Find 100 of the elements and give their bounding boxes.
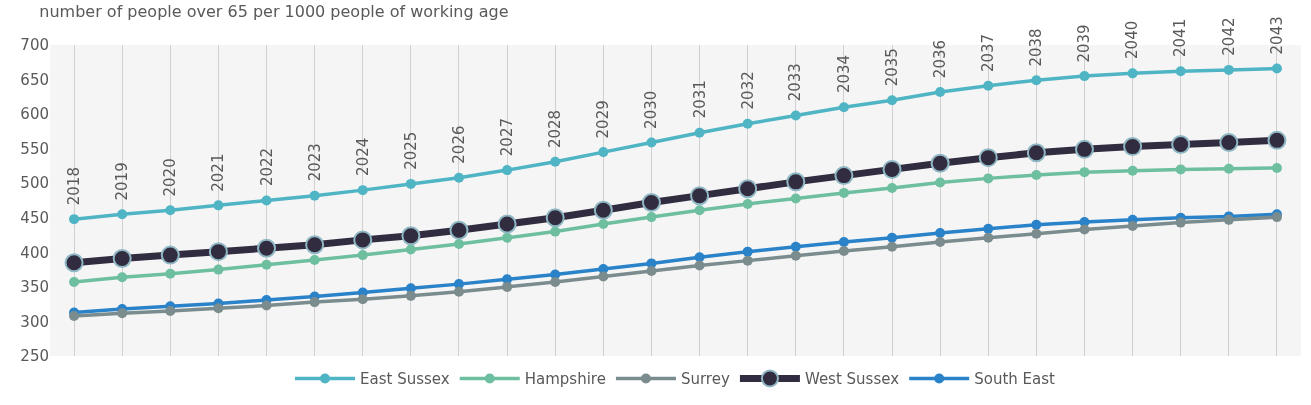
point (545, 208, 565, 228)
chart-title: number of people over 65 per 1000 people of working age (39, 2, 509, 22)
x-tick-label: 2031 (690, 80, 709, 119)
legend-label: East Sussex (360, 370, 450, 389)
x-tick-label: 2030 (641, 90, 660, 129)
point (357, 250, 368, 261)
legend-label: Surrey (680, 370, 730, 389)
point (790, 250, 801, 261)
point (838, 245, 849, 256)
point (353, 230, 373, 250)
point (117, 209, 128, 220)
x-tick-label: 2037 (979, 33, 998, 73)
point (935, 227, 946, 238)
point (1031, 228, 1042, 239)
point (208, 242, 228, 262)
point (305, 235, 325, 255)
y-tick-label: 650 (20, 70, 49, 89)
point (357, 185, 368, 196)
point (694, 205, 705, 216)
y-tick-label: 350 (20, 278, 49, 297)
x-tick-label: 2024 (353, 137, 372, 176)
point (598, 219, 609, 229)
point (742, 118, 753, 129)
x-tick-label: 2032 (738, 71, 757, 110)
point (449, 220, 469, 240)
point (690, 186, 710, 206)
point (1127, 165, 1138, 176)
x-tick-label: 2038 (1027, 28, 1046, 67)
x-tick-label: 2034 (834, 54, 853, 94)
point (1219, 132, 1239, 152)
point (1271, 63, 1282, 74)
x-tick-label: 2033 (786, 63, 805, 102)
point (694, 260, 705, 271)
point (1074, 139, 1094, 159)
point (453, 172, 464, 183)
point (405, 244, 416, 255)
x-tick-label: 2036 (931, 39, 950, 79)
point (1079, 224, 1090, 235)
point (834, 166, 854, 186)
point (165, 268, 176, 279)
y-tick-label: 700 (20, 36, 49, 55)
point (405, 290, 416, 301)
point (261, 259, 272, 270)
point (593, 200, 613, 220)
point (694, 127, 705, 138)
point (453, 239, 464, 250)
point (550, 277, 561, 288)
point (838, 102, 849, 113)
point (790, 110, 801, 121)
point (790, 193, 801, 204)
point (646, 265, 657, 276)
legend-label: West Sussex (804, 370, 900, 389)
point (1127, 68, 1138, 79)
point (935, 236, 946, 247)
x-tick-label: 2025 (401, 131, 420, 170)
point (1175, 164, 1186, 175)
y-tick-label: 550 (20, 139, 49, 158)
point (983, 173, 994, 184)
point (790, 241, 801, 252)
point (1267, 130, 1287, 150)
legend-label: Hampshire (524, 370, 606, 389)
point (165, 306, 176, 317)
y-tick-label: 600 (20, 105, 49, 124)
point (453, 286, 464, 297)
point (497, 214, 517, 234)
x-tick-label: 2026 (450, 125, 469, 164)
point (1171, 135, 1191, 155)
point (502, 232, 513, 243)
x-tick-label: 2027 (498, 118, 517, 157)
point (1031, 75, 1042, 86)
point (1079, 71, 1090, 82)
x-tick-label: 2041 (1171, 18, 1190, 57)
point (165, 205, 176, 216)
point (742, 255, 753, 266)
x-tick-label: 2018 (64, 167, 83, 206)
point (1271, 163, 1282, 174)
point (1175, 66, 1186, 77)
point (598, 271, 609, 282)
y-tick-label: 500 (20, 174, 49, 193)
point (887, 241, 898, 252)
point (261, 195, 272, 206)
point (117, 308, 128, 319)
x-tick-label: 2029 (594, 100, 613, 139)
point (646, 212, 657, 223)
point (838, 187, 849, 198)
point (64, 253, 84, 273)
x-tick-label: 2039 (1075, 24, 1094, 63)
point (405, 178, 416, 189)
point (213, 264, 224, 275)
point (1223, 163, 1234, 174)
x-tick-label: 2042 (1219, 17, 1238, 56)
point (742, 246, 753, 257)
point (117, 272, 128, 283)
x-tick-label: 2019 (112, 162, 131, 201)
point (646, 137, 657, 148)
point (742, 198, 753, 209)
x-tick-label: 2022 (258, 147, 277, 187)
point (786, 172, 806, 192)
y-tick-label: 300 (20, 312, 49, 331)
point (838, 236, 849, 247)
